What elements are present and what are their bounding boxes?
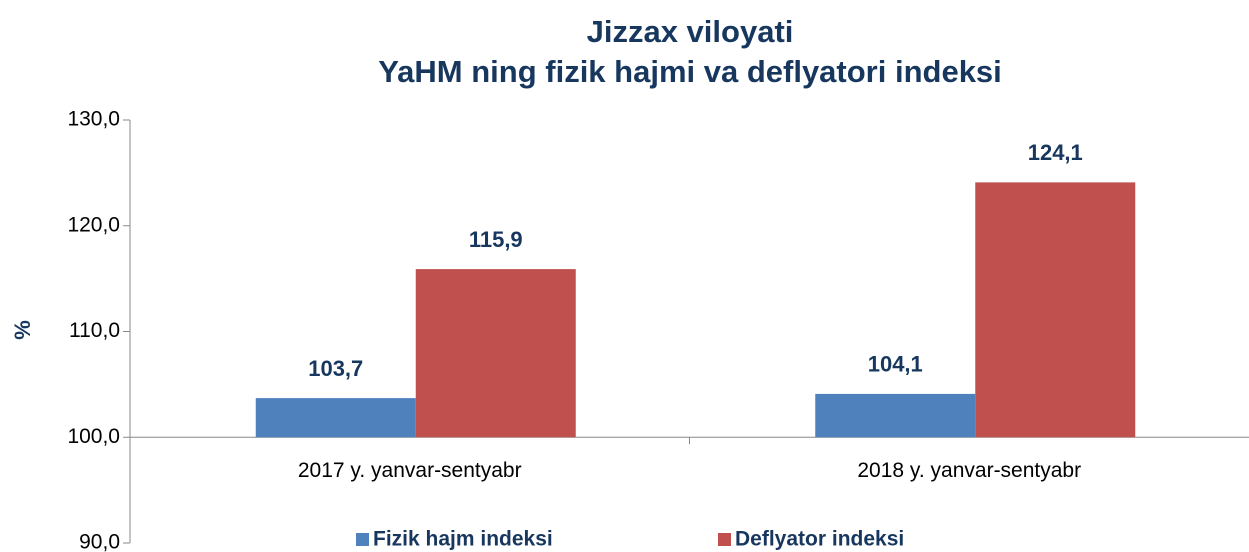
chart-title: YaHM ning fizik hajmi va deflyatori inde… xyxy=(378,54,1002,89)
legend-label: Deflyator indeksi xyxy=(735,528,904,551)
bar xyxy=(255,398,416,438)
legend-swatch xyxy=(356,533,369,546)
x-tick-label: 2018 y. yanvar-sentyabr xyxy=(857,459,1081,482)
y-tick-label: 120,0 xyxy=(67,213,120,236)
y-tick-label: 90,0 xyxy=(79,531,120,552)
data-label: 115,9 xyxy=(469,227,523,252)
data-label: 104,1 xyxy=(868,352,923,377)
bar xyxy=(415,269,576,438)
legend-swatch xyxy=(718,533,731,546)
chart-title: Jizzax viloyati xyxy=(587,14,794,49)
bar xyxy=(975,182,1136,438)
bar xyxy=(815,393,976,438)
data-label: 124,1 xyxy=(1028,140,1083,165)
data-label: 103,7 xyxy=(308,356,363,381)
y-axis-label: % xyxy=(10,320,35,340)
y-tick-label: 110,0 xyxy=(69,319,120,342)
y-tick-label: 130,0 xyxy=(67,108,120,131)
legend-label: Fizik hajm indeksi xyxy=(373,528,553,551)
x-tick-label: 2017 y. yanvar-sentyabr xyxy=(298,459,522,482)
y-tick-label: 100,0 xyxy=(67,425,120,448)
